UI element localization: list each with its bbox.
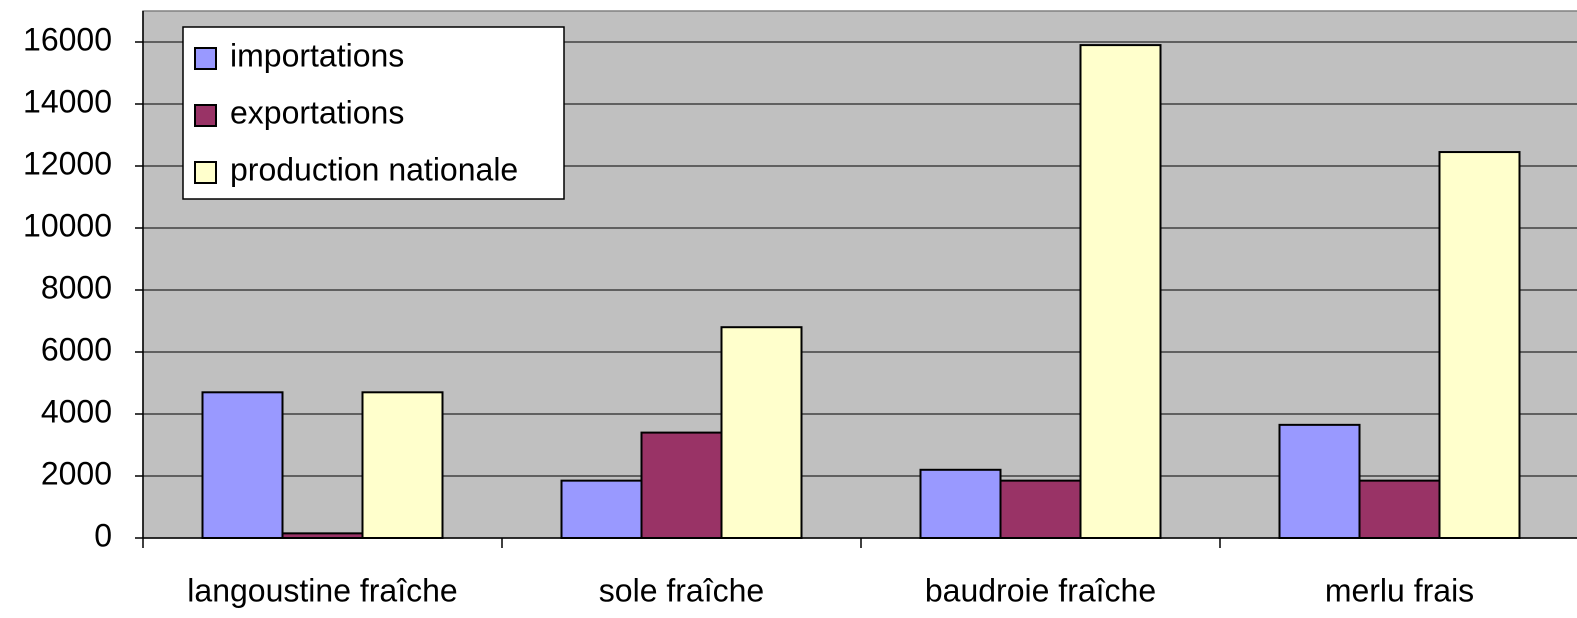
bar [1079,44,1162,539]
legend-box [182,26,565,200]
bar [999,479,1082,539]
y-tick-label: 8000 [41,269,112,305]
bar [919,468,1002,539]
x-tick-label: langoustine fraîche [187,572,457,608]
y-tick-label: 2000 [41,455,112,491]
y-tick-label: 10000 [23,207,112,243]
y-tick-label: 12000 [23,145,112,181]
bar [361,391,444,539]
bar [1438,151,1521,540]
bar [201,391,284,539]
y-tick-label: 16000 [23,21,112,57]
x-tick-label: merlu frais [1325,572,1474,608]
legend-swatch [194,104,217,127]
legend-swatch [194,161,217,184]
bar [720,326,803,540]
legend-swatch [194,47,217,70]
y-tick-label: 14000 [23,83,112,119]
legend-label: exportations [230,94,404,130]
bar [1358,479,1441,539]
y-tick-label: 4000 [41,393,112,429]
bar [1278,423,1361,540]
y-tick-label: 6000 [41,331,112,367]
y-tick-label: 0 [94,517,112,553]
bar [560,479,643,539]
legend-label: production nationale [230,151,518,187]
x-tick-label: baudroie fraîche [925,572,1156,608]
legend-label: importations [230,37,404,73]
bar [640,431,723,540]
x-tick-label: sole fraîche [599,572,764,608]
